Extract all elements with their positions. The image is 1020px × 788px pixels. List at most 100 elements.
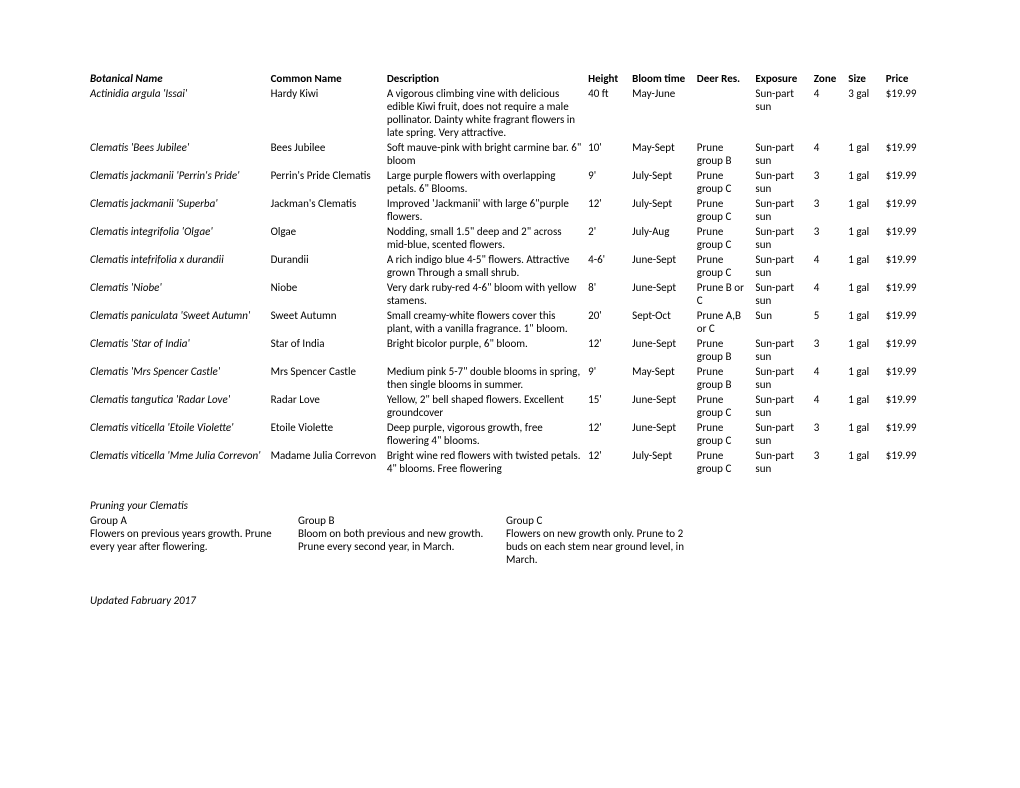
cell-exposure: Sun-part sun (755, 337, 813, 365)
cell-bloom: June-Sept (632, 253, 697, 281)
table-row: Actinidia argula 'Issai'Hardy KiwiA vigo… (90, 87, 930, 141)
cell-size: 1 gal (848, 449, 886, 477)
cell-deer: Prune group C (697, 225, 756, 253)
cell-bloom: May-June (632, 87, 697, 141)
cell-common: Star of India (271, 337, 387, 365)
cell-deer: Prune group B (697, 141, 756, 169)
cell-price: $19.99 (886, 253, 930, 281)
cell-price: $19.99 (886, 449, 930, 477)
cell-price: $19.99 (886, 87, 930, 141)
cell-desc: Yellow, 2" bell shaped flowers. Excellen… (387, 393, 588, 421)
cell-exposure: Sun (755, 309, 813, 337)
cell-zone: 4 (814, 87, 848, 141)
cell-desc: Bright wine red flowers with twisted pet… (387, 449, 588, 477)
cell-zone: 3 (814, 449, 848, 477)
cell-deer: Prune group B (697, 365, 756, 393)
cell-botanical: Actinidia argula 'Issai' (90, 87, 271, 141)
cell-zone: 3 (814, 169, 848, 197)
cell-exposure: Sun-part sun (755, 197, 813, 225)
cell-botanical: Clematis jackmanii 'Perrin's Pride' (90, 169, 271, 197)
table-row: Clematis jackmanii 'Perrin's Pride'Perri… (90, 169, 930, 197)
cell-common: Etoile Violette (271, 421, 387, 449)
cell-height: 12' (588, 449, 632, 477)
cell-height: 20' (588, 309, 632, 337)
cell-exposure: Sun-part sun (755, 87, 813, 141)
cell-bloom: June-Sept (632, 281, 697, 309)
cell-price: $19.99 (886, 393, 930, 421)
cell-exposure: Sun-part sun (755, 449, 813, 477)
cell-size: 1 gal (848, 365, 886, 393)
pruning-group-c: Group C Flowers on new growth only. Prun… (506, 514, 714, 566)
cell-size: 1 gal (848, 337, 886, 365)
cell-common: Perrin's Pride Clematis (271, 169, 387, 197)
cell-height: 15' (588, 393, 632, 421)
cell-botanical: Clematis 'Bees Jubilee' (90, 141, 271, 169)
cell-deer: Prune group B (697, 337, 756, 365)
col-height: Height (588, 72, 632, 87)
cell-botanical: Clematis viticella 'Mme Julia Correvon' (90, 449, 271, 477)
cell-zone: 4 (814, 365, 848, 393)
cell-height: 9' (588, 365, 632, 393)
cell-botanical: Clematis 'Niobe' (90, 281, 271, 309)
cell-exposure: Sun-part sun (755, 225, 813, 253)
table-row: Clematis paniculata 'Sweet Autumn'Sweet … (90, 309, 930, 337)
cell-botanical: Clematis jackmanii 'Superba' (90, 197, 271, 225)
group-c-text: Flowers on new growth only. Prune to 2 b… (506, 527, 684, 566)
cell-height: 12' (588, 421, 632, 449)
col-zone: Zone (814, 72, 848, 87)
cell-bloom: May-Sept (632, 141, 697, 169)
cell-desc: Small creamy-white flowers cover this pl… (387, 309, 588, 337)
cell-common: Sweet Autumn (271, 309, 387, 337)
cell-height: 10' (588, 141, 632, 169)
group-a-text: Flowers on previous years growth. Prune … (90, 527, 272, 553)
cell-zone: 4 (814, 393, 848, 421)
col-botanical: Botanical Name (90, 72, 271, 87)
cell-botanical: Clematis intefrifolia x durandii (90, 253, 271, 281)
cell-zone: 4 (814, 253, 848, 281)
col-deer: Deer Res. (697, 72, 756, 87)
cell-deer: Prune group C (697, 421, 756, 449)
cell-height: 9' (588, 169, 632, 197)
cell-botanical: Clematis paniculata 'Sweet Autumn' (90, 309, 271, 337)
table-row: Clematis 'Star of India'Star of IndiaBri… (90, 337, 930, 365)
cell-common: Niobe (271, 281, 387, 309)
cell-price: $19.99 (886, 197, 930, 225)
cell-size: 1 gal (848, 281, 886, 309)
cell-desc: Large purple flowers with overlapping pe… (387, 169, 588, 197)
cell-common: Bees Jubilee (271, 141, 387, 169)
table-row: Clematis integrifolia 'Olgae'OlgaeNoddin… (90, 225, 930, 253)
cell-common: Mrs Spencer Castle (271, 365, 387, 393)
table-row: Clematis 'Bees Jubilee'Bees JubileeSoft … (90, 141, 930, 169)
group-a-head: Group A (90, 514, 290, 527)
cell-exposure: Sun-part sun (755, 281, 813, 309)
cell-bloom: June-Sept (632, 393, 697, 421)
cell-desc: Deep purple, vigorous growth, free flowe… (387, 421, 588, 449)
cell-price: $19.99 (886, 281, 930, 309)
cell-height: 4-6' (588, 253, 632, 281)
cell-desc: Nodding, small 1.5" deep and 2" across m… (387, 225, 588, 253)
cell-bloom: July-Sept (632, 449, 697, 477)
cell-size: 3 gal (848, 87, 886, 141)
col-price: Price (886, 72, 930, 87)
col-exposure: Exposure (755, 72, 813, 87)
cell-bloom: June-Sept (632, 337, 697, 365)
cell-size: 1 gal (848, 309, 886, 337)
cell-desc: Bright bicolor purple, 6" bloom. (387, 337, 588, 365)
cell-common: Hardy Kiwi (271, 87, 387, 141)
cell-height: 2' (588, 225, 632, 253)
pruning-groups-table: Group A Flowers on previous years growth… (90, 514, 714, 566)
cell-height: 8' (588, 281, 632, 309)
table-row: Clematis viticella 'Mme Julia Correvon'M… (90, 449, 930, 477)
cell-height: 12' (588, 197, 632, 225)
cell-desc: Medium pink 5-7" double blooms in spring… (387, 365, 588, 393)
cell-desc: Very dark ruby-red 4-6" bloom with yello… (387, 281, 588, 309)
cell-exposure: Sun-part sun (755, 169, 813, 197)
updated-date: Updated Fabruary 2017 (90, 594, 930, 607)
cell-price: $19.99 (886, 141, 930, 169)
pruning-group-a: Group A Flowers on previous years growth… (90, 514, 298, 566)
cell-exposure: Sun-part sun (755, 393, 813, 421)
cell-size: 1 gal (848, 169, 886, 197)
cell-desc: Soft mauve-pink with bright carmine bar.… (387, 141, 588, 169)
cell-zone: 3 (814, 197, 848, 225)
cell-price: $19.99 (886, 421, 930, 449)
